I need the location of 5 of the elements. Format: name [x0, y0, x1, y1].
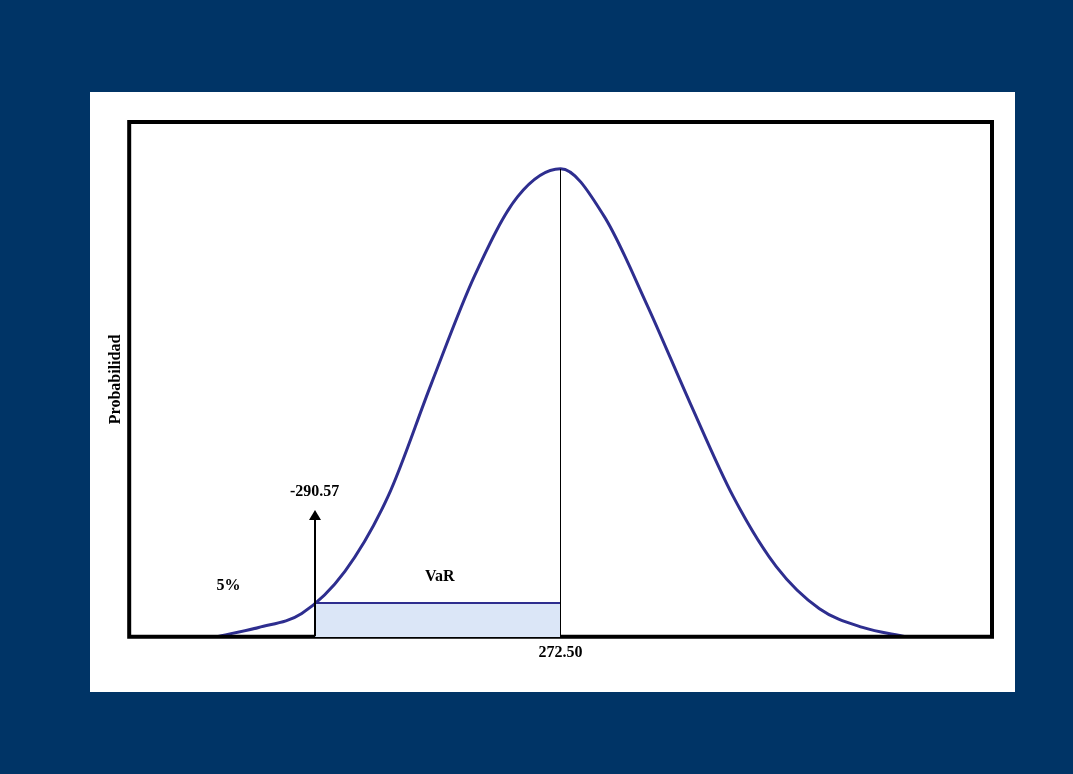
- annotation: VaR: [424, 566, 456, 584]
- annotation: -290.57: [290, 482, 340, 500]
- annotation: 5%: [216, 576, 241, 593]
- text: 272.50: [538, 642, 583, 660]
- y-axis-title: Probabilidad: [105, 334, 123, 425]
